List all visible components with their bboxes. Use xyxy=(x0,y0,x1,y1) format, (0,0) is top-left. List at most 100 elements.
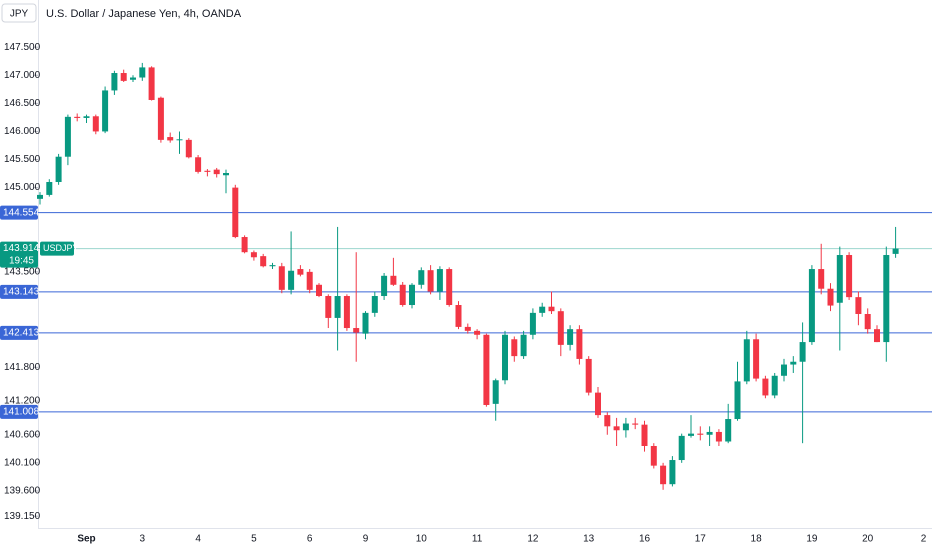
candle-body xyxy=(418,270,425,285)
candle-body xyxy=(818,269,825,289)
candle-body xyxy=(241,237,248,253)
candle-body xyxy=(781,364,787,376)
price-label: 141.008 xyxy=(3,406,40,417)
candle-body xyxy=(455,305,462,327)
candle-body xyxy=(483,334,490,405)
x-tick-label: 5 xyxy=(251,534,257,545)
candle-body xyxy=(836,255,843,303)
candle-body xyxy=(148,67,155,100)
y-tick-label: 139.150 xyxy=(4,511,41,522)
candle-body xyxy=(185,139,192,158)
candle-body xyxy=(622,423,629,431)
candle-body xyxy=(176,139,183,141)
candle-body xyxy=(855,297,862,314)
candle-body xyxy=(548,306,555,312)
candle-body xyxy=(762,378,769,396)
price-label-box xyxy=(0,284,38,299)
candle-body xyxy=(585,358,592,393)
candle-body xyxy=(316,284,322,297)
y-tick-label: 147.000 xyxy=(4,70,41,81)
candle-body xyxy=(130,77,136,80)
candle-body xyxy=(827,288,834,306)
symbol-box xyxy=(40,241,74,256)
x-tick-label: 10 xyxy=(416,534,428,545)
candle-body xyxy=(502,334,508,381)
symbol-label: USDJPY xyxy=(43,243,79,253)
last-price-label: 143.914 xyxy=(3,243,40,254)
candle-body xyxy=(613,426,620,431)
candle-body xyxy=(288,270,295,290)
candle-body xyxy=(232,187,239,238)
candle-body xyxy=(343,296,350,329)
candle-body xyxy=(539,306,546,313)
candle-body xyxy=(353,328,360,333)
x-tick-label: 2 xyxy=(921,534,927,545)
candle-body xyxy=(390,275,397,285)
candle-body xyxy=(864,313,871,330)
candle-body xyxy=(111,73,118,91)
candle-body xyxy=(808,269,815,343)
candle-body xyxy=(743,339,750,382)
last-price-box xyxy=(0,241,38,268)
candle-body xyxy=(632,423,639,425)
candle-body xyxy=(669,460,676,485)
y-tick-label: 139.600 xyxy=(4,486,41,497)
candle-body xyxy=(120,73,127,81)
candle-body xyxy=(604,415,611,427)
candle-body xyxy=(325,296,332,318)
y-tick-label: 147.500 xyxy=(4,42,41,53)
candle-body xyxy=(399,284,406,306)
price-label: 143.143 xyxy=(3,287,40,298)
candle-body xyxy=(223,173,229,176)
candle-body xyxy=(576,329,583,359)
x-tick-label: 12 xyxy=(527,534,539,545)
candle-body xyxy=(37,194,43,199)
candle-body xyxy=(92,116,99,132)
candle-body xyxy=(269,265,276,267)
x-tick-label: 20 xyxy=(862,534,874,545)
candle-body xyxy=(250,252,257,258)
x-tick-label: 13 xyxy=(583,534,595,545)
candle-body xyxy=(734,381,741,420)
candle-body xyxy=(874,329,880,343)
candle-body xyxy=(688,433,694,436)
candle-body xyxy=(790,361,797,365)
candle-body xyxy=(706,431,713,435)
candle-body xyxy=(557,311,564,345)
candle-body xyxy=(660,465,667,485)
candle-body xyxy=(83,116,90,118)
x-tick-label: 17 xyxy=(695,534,707,545)
x-tick-label: Sep xyxy=(77,534,95,545)
price-label-box xyxy=(0,404,38,419)
candle-body xyxy=(753,339,760,379)
candle-body xyxy=(409,284,415,306)
candle-body xyxy=(846,255,853,298)
candle-body xyxy=(641,424,648,446)
candle-body xyxy=(334,296,341,318)
candle-body xyxy=(567,329,574,345)
y-tick-label: 140.100 xyxy=(4,457,41,468)
candle-body xyxy=(474,330,481,335)
candle-body xyxy=(278,266,285,290)
x-tick-label: 9 xyxy=(363,534,369,545)
candle-body xyxy=(167,137,174,141)
x-tick-label: 4 xyxy=(195,534,201,545)
candle-body xyxy=(511,339,518,357)
x-tick-label: 3 xyxy=(140,534,146,545)
price-label: 142.413 xyxy=(3,328,40,339)
candle-body xyxy=(371,296,378,313)
y-tick-label: 146.500 xyxy=(4,98,41,109)
candle-body xyxy=(204,170,211,172)
y-tick-label: 146.000 xyxy=(4,126,41,137)
candle-body xyxy=(492,380,499,404)
candle-body xyxy=(64,116,71,157)
candle-body xyxy=(436,269,443,292)
y-tick-label: 145.000 xyxy=(4,182,41,193)
currency-box[interactable] xyxy=(1,3,37,23)
candle-body xyxy=(715,431,722,442)
y-tick-label: 141.800 xyxy=(4,362,41,373)
candle-body xyxy=(55,156,62,182)
candle-body xyxy=(446,269,453,306)
